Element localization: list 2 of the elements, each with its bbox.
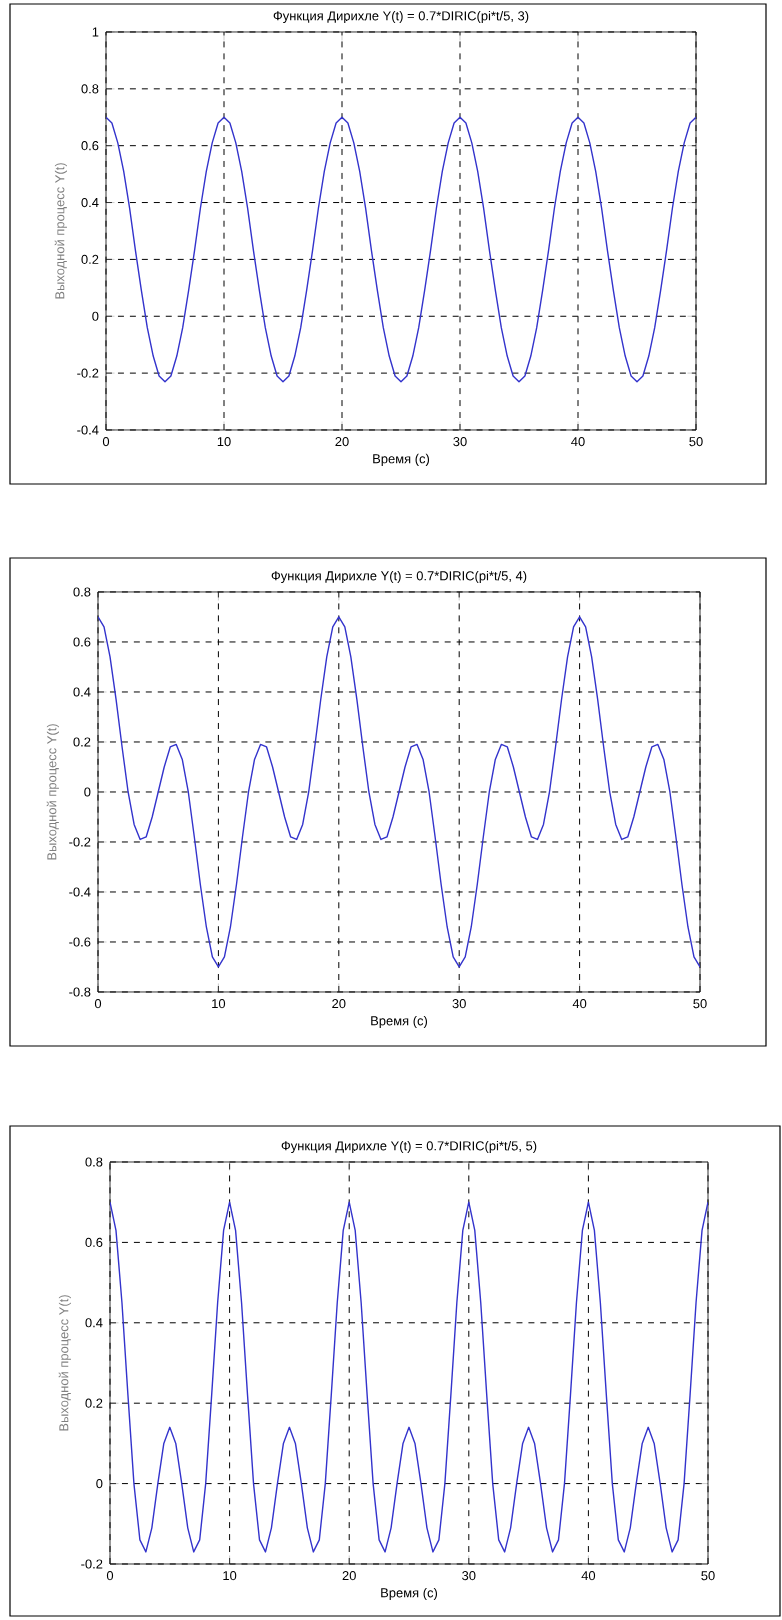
line-series: [110, 1201, 708, 1553]
line-series: [106, 116, 697, 383]
